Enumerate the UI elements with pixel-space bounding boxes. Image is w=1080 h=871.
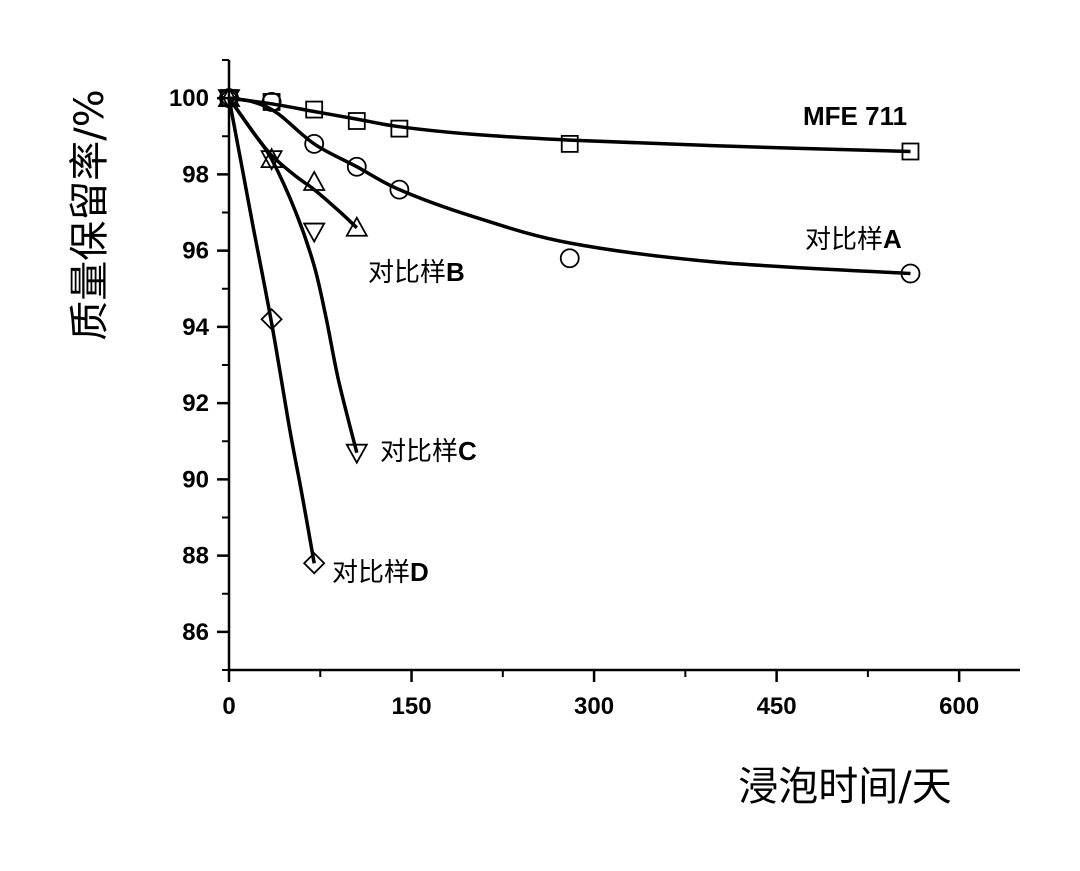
data-point-4-2 (302, 551, 326, 575)
data-point-1-4 (389, 179, 410, 200)
data-point-0-3 (347, 112, 366, 130)
data-point-3-2 (302, 222, 326, 244)
data-point-1-1 (261, 92, 282, 112)
data-point-1-3 (346, 156, 367, 177)
series-label-0: MFE 711 (803, 101, 907, 131)
data-point-4-1 (260, 307, 283, 331)
data-point-2-1 (260, 147, 284, 169)
y-tick-label: 94 (182, 314, 209, 341)
series-label-part: 对比样 (332, 558, 410, 588)
y-tick-label: 98 (182, 161, 209, 188)
data-point-0-5 (560, 134, 579, 153)
y-tick-label: 92 (182, 390, 209, 417)
x-tick-label: 300 (574, 693, 614, 720)
data-point-2-0 (217, 86, 241, 108)
y-tick-label: 100 (169, 85, 209, 112)
fit-curve-0 (228, 96, 911, 154)
series-label-3: 对比样C (380, 436, 477, 467)
data-point-3-3 (345, 443, 369, 465)
fit-curves (227, 96, 911, 564)
y-tick-label: 96 (182, 238, 209, 265)
series-label-part: 对比样 (805, 225, 883, 255)
data-points (217, 86, 921, 575)
series-label-part: C (458, 436, 477, 466)
data-point-2-3 (345, 215, 369, 237)
x-tick-label: 450 (757, 693, 797, 720)
data-point-1-6 (900, 263, 921, 284)
data-point-1-2 (304, 133, 325, 154)
data-point-3-0 (217, 89, 241, 110)
fit-curve-4 (227, 97, 316, 564)
data-point-0-6 (901, 142, 920, 161)
x-tick-label: 600 (939, 693, 979, 720)
series-label-part: A (883, 224, 902, 254)
x-tick-label: 150 (392, 693, 432, 720)
y-tick-label: 90 (182, 466, 209, 493)
series-label-part: MFE 711 (803, 101, 907, 131)
series-label-part: 对比样 (368, 258, 446, 288)
y-axis-title: 质量保留率/% (67, 89, 113, 340)
data-point-2-2 (302, 170, 326, 191)
data-point-0-4 (390, 119, 409, 138)
y-tick-label: 86 (182, 619, 209, 646)
data-point-1-5 (559, 248, 580, 269)
series-label-1: 对比样A (805, 224, 902, 255)
series-label-part: 对比样 (380, 437, 458, 467)
data-point-4-0 (217, 86, 241, 110)
series-label-4: 对比样D (332, 557, 429, 588)
axes: 86 88 90 92 94 96 98 100 0 150 300 450 600 (169, 59, 1020, 720)
data-point-0-1 (262, 93, 281, 111)
data-point-3-1 (260, 150, 284, 171)
series-label-2: 对比样B (368, 257, 465, 288)
series-label-part: D (410, 557, 429, 587)
fit-curve-3 (227, 97, 359, 454)
series-label-part: B (446, 257, 465, 287)
x-axis-title: 浸泡时间/天 (738, 764, 951, 810)
y-tick-label: 88 (182, 543, 209, 570)
x-tick-label: 0 (222, 693, 235, 720)
data-point-0-2 (305, 100, 324, 119)
